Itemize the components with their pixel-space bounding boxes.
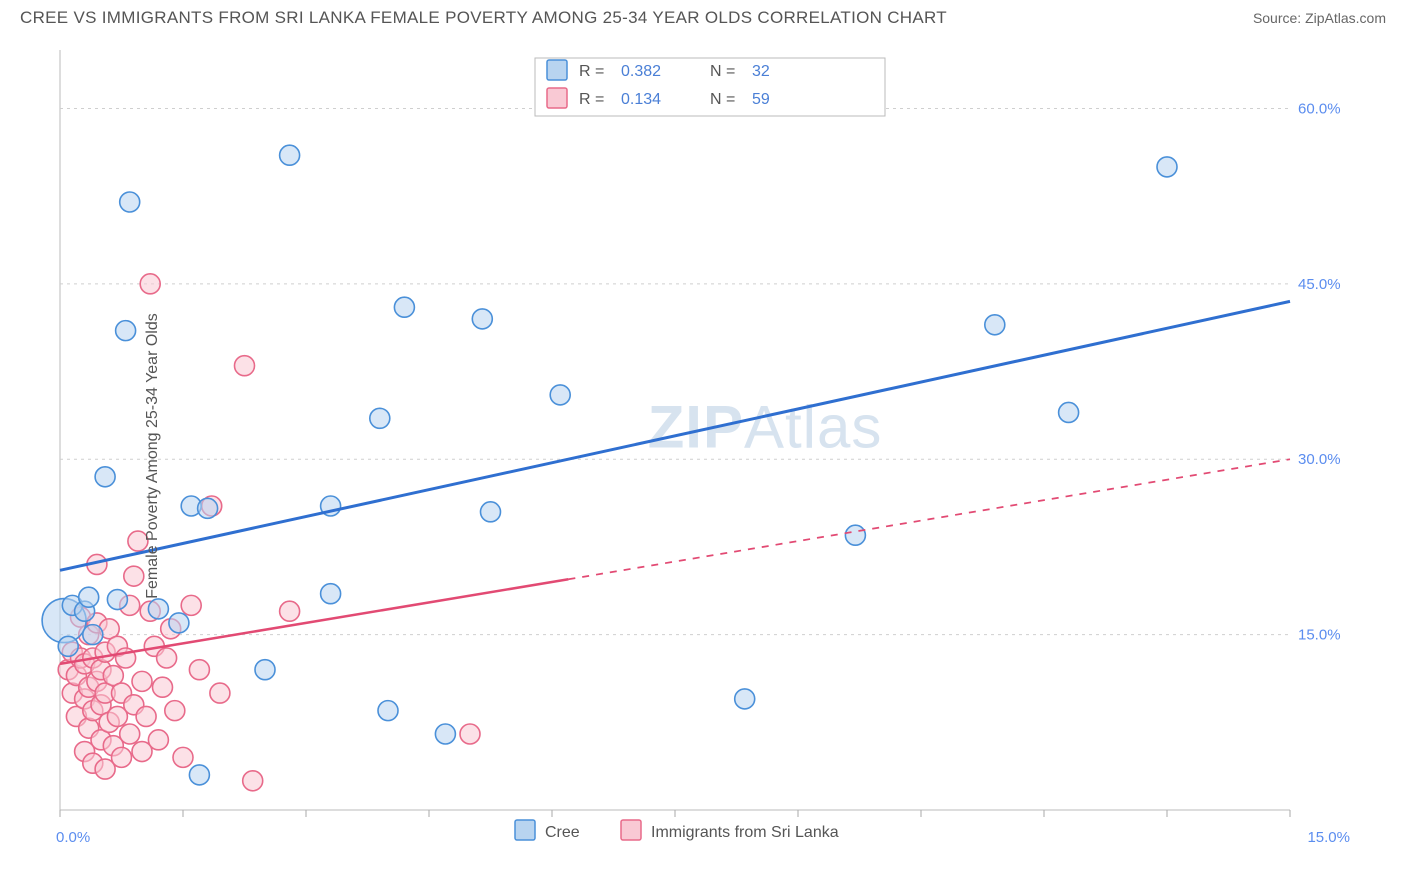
x-tick-label: 0.0% [56, 829, 90, 846]
watermark: ZIPAtlas [648, 394, 883, 461]
scatter-point [460, 724, 480, 744]
scatter-point [157, 648, 177, 668]
scatter-point [1157, 157, 1177, 177]
scatter-point [321, 584, 341, 604]
y-tick-label: 45.0% [1298, 276, 1341, 293]
scatter-point [198, 498, 218, 518]
source-link[interactable]: ZipAtlas.com [1305, 10, 1386, 26]
scatter-point [181, 595, 201, 615]
legend-n-value: 59 [752, 91, 770, 108]
scatter-point [120, 192, 140, 212]
scatter-point [148, 599, 168, 619]
scatter-point [243, 771, 263, 791]
legend-r-value: 0.382 [621, 63, 661, 80]
scatter-point [148, 730, 168, 750]
trend-line [60, 301, 1290, 570]
x-tick-label: 15.0% [1307, 829, 1350, 846]
legend-swatch [547, 60, 567, 80]
legend-r-label: R = [579, 91, 604, 108]
scatter-point [189, 660, 209, 680]
scatter-point [107, 590, 127, 610]
scatter-point [140, 274, 160, 294]
scatter-point [394, 297, 414, 317]
legend-r-value: 0.134 [621, 91, 661, 108]
legend-n-value: 32 [752, 63, 770, 80]
legend-n-label: N = [710, 91, 735, 108]
scatter-point [112, 747, 132, 767]
scatter-point [153, 677, 173, 697]
chart-container: Female Poverty Among 25-34 Year Olds 15.… [20, 40, 1386, 872]
scatter-point [116, 321, 136, 341]
scatter-point [985, 315, 1005, 335]
scatter-point [735, 689, 755, 709]
legend-n-label: N = [710, 63, 735, 80]
scatter-point [79, 587, 99, 607]
scatter-point [210, 683, 230, 703]
scatter-point [255, 660, 275, 680]
scatter-point [1059, 402, 1079, 422]
scatter-point [95, 467, 115, 487]
scatter-point [280, 145, 300, 165]
legend-swatch [515, 820, 535, 840]
scatter-point [132, 671, 152, 691]
trend-line [60, 579, 568, 664]
scatter-chart: 15.0% 30.0% 45.0% 60.0% 0.0% 15.0% ZIPAtlas R =… [20, 40, 1360, 860]
y-tick-label: 60.0% [1298, 100, 1341, 117]
legend-series-label: Cree [545, 824, 580, 841]
scatter-point [169, 613, 189, 633]
scatter-point [378, 701, 398, 721]
scatter-point [120, 724, 140, 744]
scatter-point [550, 385, 570, 405]
scatter-point [481, 502, 501, 522]
y-axis-label: Female Poverty Among 25-34 Year Olds [144, 313, 162, 599]
legend-series-label: Immigrants from Sri Lanka [651, 824, 839, 841]
source-attribution: Source: ZipAtlas.com [1253, 10, 1386, 26]
chart-title: CREE VS IMMIGRANTS FROM SRI LANKA FEMALE… [20, 8, 947, 28]
scatter-point [165, 701, 185, 721]
scatter-point [435, 724, 455, 744]
scatter-point [280, 601, 300, 621]
legend-r-label: R = [579, 63, 604, 80]
scatter-point [472, 309, 492, 329]
scatter-point [58, 636, 78, 656]
trend-line-extrapolated [568, 459, 1290, 579]
scatter-point [370, 408, 390, 428]
scatter-point [83, 625, 103, 645]
scatter-point [189, 765, 209, 785]
legend-swatch [547, 88, 567, 108]
scatter-point [845, 525, 865, 545]
scatter-point [173, 747, 193, 767]
scatter-point [235, 356, 255, 376]
scatter-point [124, 566, 144, 586]
y-tick-label: 15.0% [1298, 627, 1341, 644]
legend-swatch [621, 820, 641, 840]
chart-header: CREE VS IMMIGRANTS FROM SRI LANKA FEMALE… [0, 0, 1406, 34]
scatter-point [136, 706, 156, 726]
source-prefix: Source: [1253, 10, 1305, 26]
y-tick-label: 30.0% [1298, 451, 1341, 468]
